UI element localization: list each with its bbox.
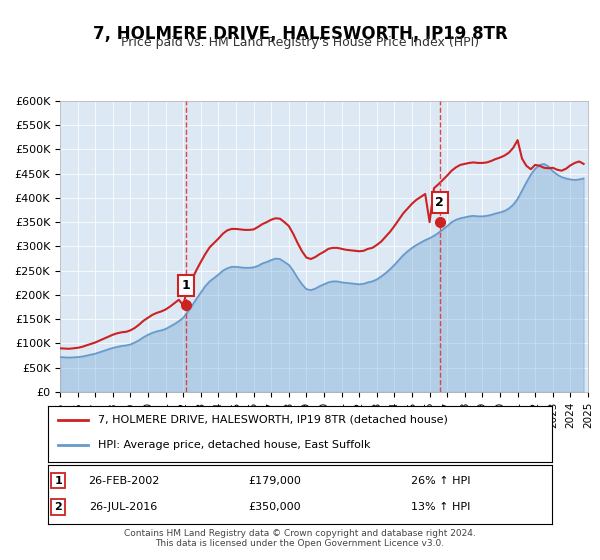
Text: 26% ↑ HPI: 26% ↑ HPI [412,475,471,486]
Text: This data is licensed under the Open Government Licence v3.0.: This data is licensed under the Open Gov… [155,539,445,548]
Text: 7, HOLMERE DRIVE, HALESWORTH, IP19 8TR (detached house): 7, HOLMERE DRIVE, HALESWORTH, IP19 8TR (… [98,415,448,425]
Text: 1: 1 [54,475,62,486]
Text: £350,000: £350,000 [248,502,301,512]
Text: HPI: Average price, detached house, East Suffolk: HPI: Average price, detached house, East… [98,440,371,450]
Text: 7, HOLMERE DRIVE, HALESWORTH, IP19 8TR: 7, HOLMERE DRIVE, HALESWORTH, IP19 8TR [92,25,508,43]
Text: Price paid vs. HM Land Registry's House Price Index (HPI): Price paid vs. HM Land Registry's House … [121,36,479,49]
Text: 26-FEB-2002: 26-FEB-2002 [88,475,159,486]
Text: 26-JUL-2016: 26-JUL-2016 [89,502,158,512]
Text: 2: 2 [54,502,62,512]
Text: 13% ↑ HPI: 13% ↑ HPI [412,502,471,512]
Text: 1: 1 [181,279,190,292]
Text: £179,000: £179,000 [248,475,301,486]
Text: 2: 2 [435,196,444,209]
Text: Contains HM Land Registry data © Crown copyright and database right 2024.: Contains HM Land Registry data © Crown c… [124,529,476,538]
